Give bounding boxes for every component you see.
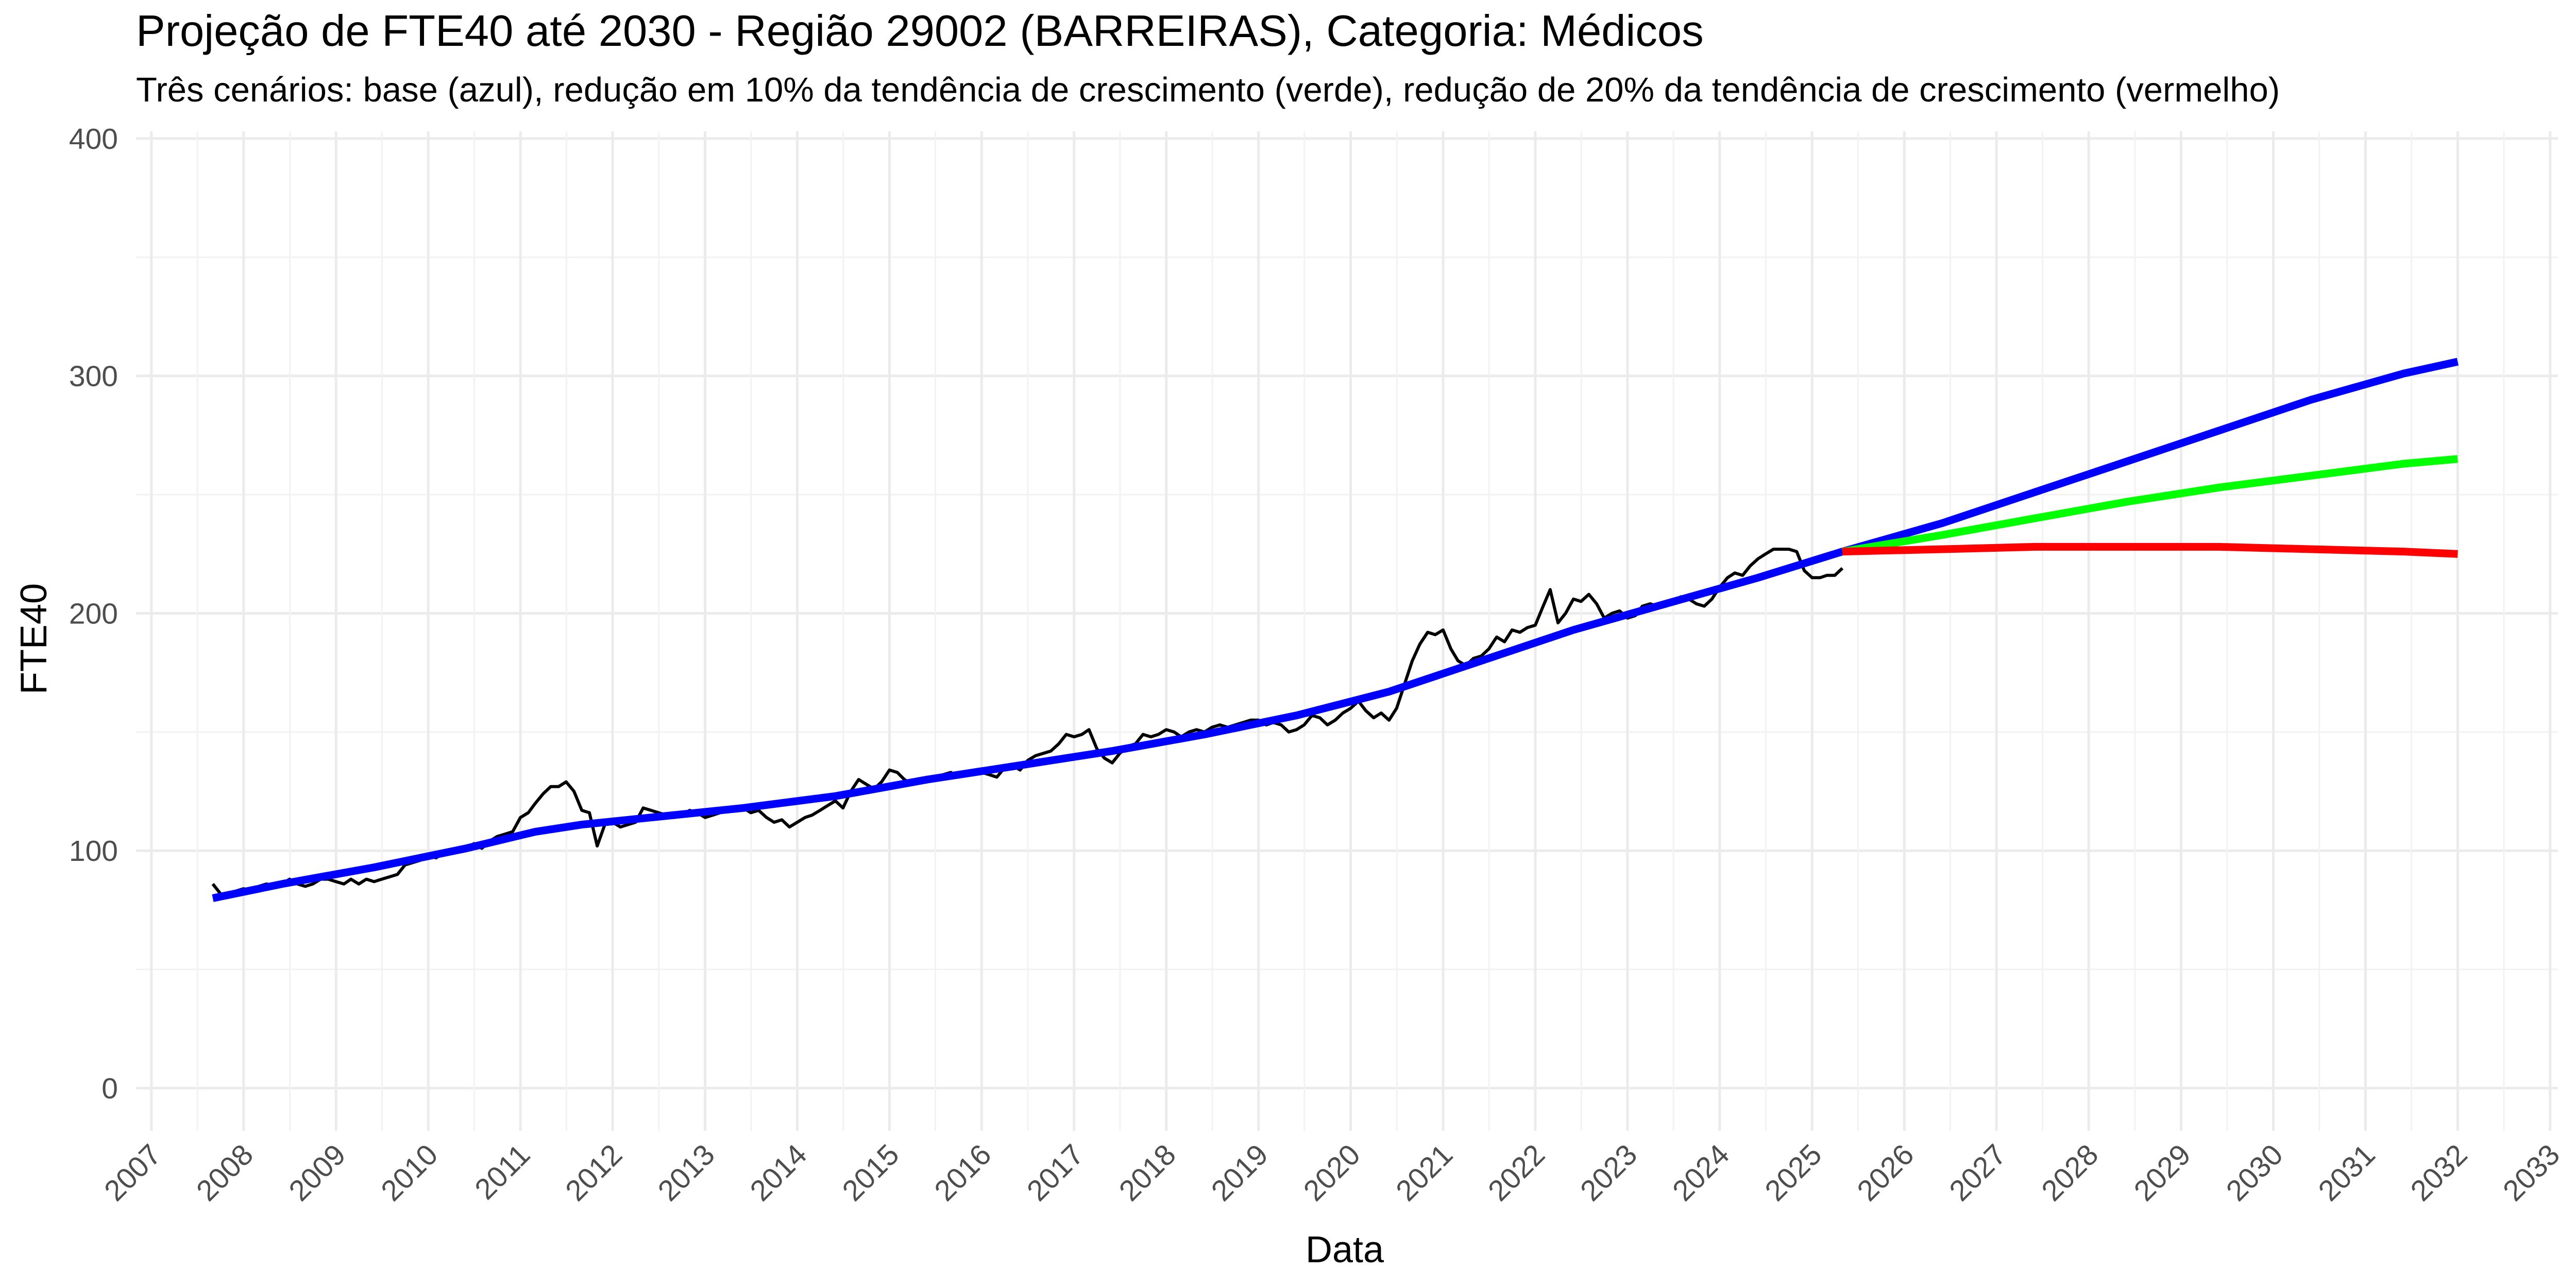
series-layer	[211, 358, 2459, 902]
chart-title: Projeção de FTE40 até 2030 - Região 2900…	[136, 7, 1704, 56]
x-tick-label: 2011	[468, 1138, 536, 1206]
x-tick-label: 2029	[2128, 1138, 2197, 1208]
x-tick-label: 2020	[1297, 1138, 1367, 1208]
x-tick-label: 2021	[1389, 1138, 1459, 1208]
red-projection-line	[1842, 543, 2458, 558]
x-tick-label: 2008	[190, 1138, 260, 1208]
x-tick-label: 2013	[652, 1138, 721, 1208]
y-axis-title: FTE40	[13, 583, 55, 694]
y-tick-label: 300	[69, 360, 118, 393]
x-tick-label: 2026	[1851, 1138, 1921, 1208]
x-tick-label: 2014	[744, 1138, 814, 1208]
x-tick-label: 2019	[1205, 1138, 1275, 1208]
x-tick-label: 2027	[1943, 1138, 2012, 1208]
x-tick-label: 2025	[1759, 1138, 1828, 1208]
x-tick-label: 2007	[98, 1138, 167, 1208]
x-tick-label: 2010	[375, 1138, 444, 1208]
y-tick-label: 400	[69, 123, 118, 156]
y-axis-ticks: 0 100 200 300 400	[69, 123, 118, 1105]
grid	[136, 131, 2558, 1131]
x-tick-label: 2017	[1021, 1138, 1090, 1208]
chart-subtitle: Três cenários: base (azul), redução em 1…	[136, 71, 2280, 109]
x-tick-label: 2009	[283, 1138, 352, 1208]
x-tick-label: 2033	[2497, 1138, 2566, 1208]
x-tick-label: 2016	[928, 1138, 998, 1208]
x-tick-label: 2032	[2404, 1138, 2474, 1208]
y-tick-label: 0	[101, 1072, 118, 1105]
y-tick-label: 100	[69, 835, 118, 868]
x-tick-label: 2023	[1574, 1138, 1643, 1208]
base-projection-line	[212, 358, 2459, 902]
green-projection-line	[1841, 455, 2459, 555]
x-tick-label: 2012	[559, 1138, 629, 1208]
x-tick-label: 2024	[1666, 1138, 1736, 1208]
x-tick-label: 2022	[1482, 1138, 1551, 1208]
y-tick-label: 200	[69, 597, 118, 630]
x-tick-label: 2031	[2312, 1138, 2382, 1208]
x-tick-label: 2030	[2220, 1138, 2290, 1208]
x-tick-label: 2028	[2035, 1138, 2105, 1208]
x-axis-ticks: 2007 2008 2009 2010 2011 2012 2013 2014 2015 2016…	[98, 1138, 2566, 1208]
x-tick-label: 2015	[836, 1138, 906, 1208]
x-axis-title: Data	[1306, 1229, 1384, 1270]
x-tick-label: 2018	[1113, 1138, 1182, 1208]
